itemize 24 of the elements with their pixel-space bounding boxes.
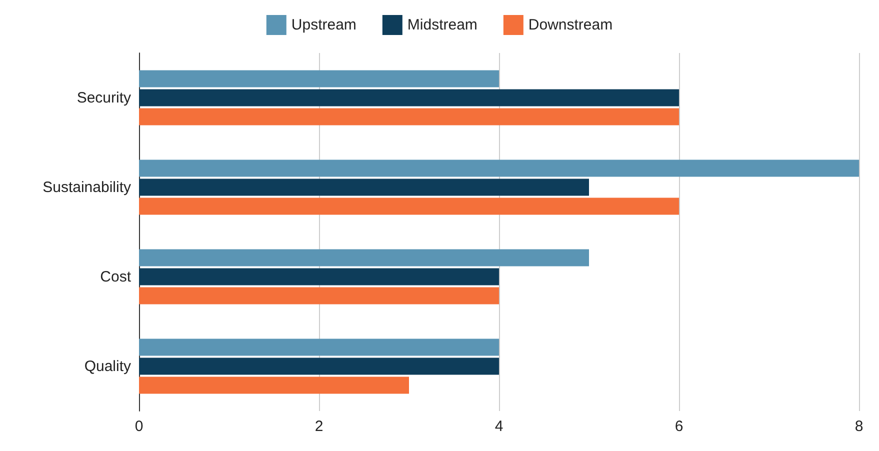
- bar: [139, 338, 499, 356]
- x-tick-label: 4: [494, 418, 504, 435]
- bar: [139, 70, 499, 88]
- bar: [139, 178, 589, 196]
- legend-label: Downstream: [528, 16, 613, 34]
- y-tick-label: Cost: [100, 268, 132, 286]
- y-tick-label: Quality: [84, 358, 132, 375]
- x-tick-label: 8: [854, 418, 864, 435]
- bar: [139, 358, 499, 375]
- x-tick-label: 6: [674, 418, 684, 435]
- x-tick-label: 2: [314, 418, 324, 435]
- bar: [139, 89, 679, 106]
- y-tick-label: Sustainability: [42, 178, 132, 196]
- bar: [139, 160, 859, 177]
- y-tick-label: Security: [76, 89, 132, 106]
- bar: [139, 249, 589, 266]
- bar: [139, 198, 679, 215]
- bar: [139, 108, 679, 126]
- bar: [139, 268, 499, 286]
- legend-label: Upstream: [291, 16, 356, 34]
- bar: [139, 376, 409, 394]
- x-tick-label: 0: [134, 418, 144, 435]
- bar: [139, 287, 499, 304]
- legend-label: Midstream: [407, 16, 478, 34]
